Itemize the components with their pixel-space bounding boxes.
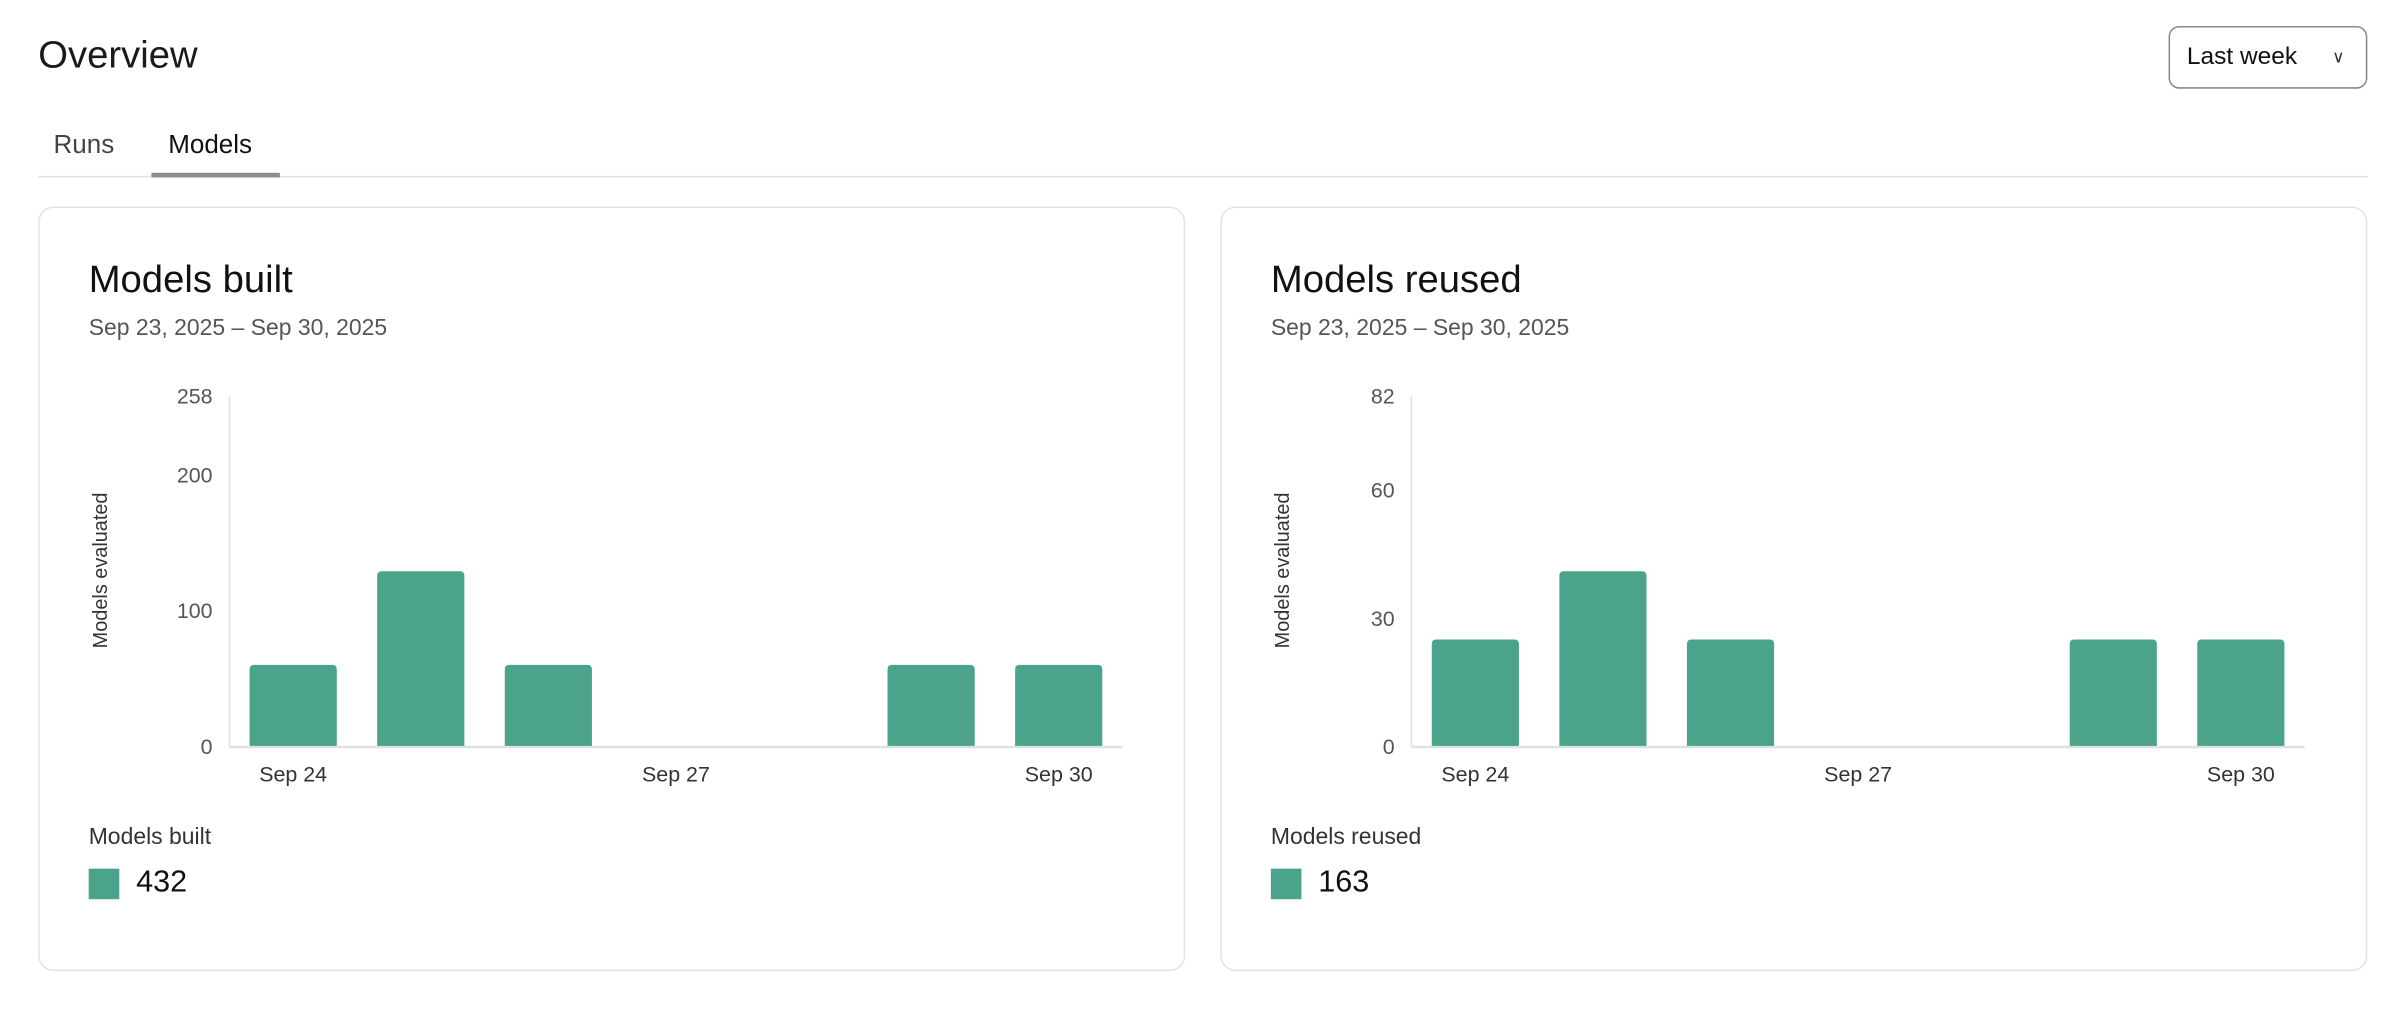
y-tick-label: 0 [201,735,213,759]
bar [2069,639,2157,747]
x-tick-label: Sep 24 [259,762,327,786]
bar [2197,639,2285,747]
y-axis-label: Models evaluated [1272,493,1294,649]
y-tick-label: 200 [177,463,213,487]
y-tick-label: 258 [177,385,213,409]
date-range-value: Last week [2186,43,2298,70]
y-tick-label: 100 [177,599,213,623]
tab-runs[interactable]: Runs [53,129,115,160]
legend-value: 432 [136,865,188,900]
bar [504,664,592,747]
card-date-range: Sep 23, 2025 – Sep 30, 2025 [88,315,388,342]
card-title: Models built [88,258,293,302]
y-tick-label: 82 [1371,385,1395,409]
legend-swatch [1270,868,1302,900]
x-tick-label: Sep 24 [1441,762,1509,786]
models-built-card: Models built Sep 23, 2025 – Sep 30, 2025… [38,206,1186,972]
legend-swatch [88,868,120,900]
legend-value: 163 [1318,865,1370,900]
card-title: Models reused [1270,258,1522,302]
legend-label: Models built [88,824,212,851]
bar [1686,639,1775,747]
bar [887,664,975,747]
page-title: Overview [38,33,198,77]
chevron-down-icon: ∨ [2332,48,2345,68]
active-tab-indicator [151,172,280,178]
tab-models[interactable]: Models [168,129,253,160]
tabs-divider [38,175,2368,178]
models-reused-chart: 0 30 60 82 Sep 24 Sep 27 Sep 30 Models evaluate… [1272,385,2305,786]
card-date-range: Sep 23, 2025 – Sep 30, 2025 [1270,315,1570,342]
bar [1431,639,1519,747]
x-tick-label: Sep 27 [642,762,710,786]
y-axis-label: Models evaluated [90,493,112,649]
y-tick-label: 0 [1383,735,1395,759]
bar [1559,571,1647,747]
models-reused-card: Models reused Sep 23, 2025 – Sep 30, 202… [1220,206,2368,972]
legend-label: Models reused [1270,824,1422,851]
y-tick-label: 30 [1371,607,1395,631]
y-tick-label: 60 [1371,479,1395,503]
x-tick-label: Sep 30 [1025,762,1093,786]
date-range-select[interactable]: Last week ∨ [2168,25,2368,89]
x-tick-label: Sep 27 [1824,762,1892,786]
bar [1015,664,1103,747]
models-built-chart: 0 100 200 258 Sep 24 Sep 27 Sep 30 Models evalu… [90,385,1123,786]
bar [249,664,337,747]
x-tick-label: Sep 30 [2207,762,2275,786]
bar [377,571,465,747]
